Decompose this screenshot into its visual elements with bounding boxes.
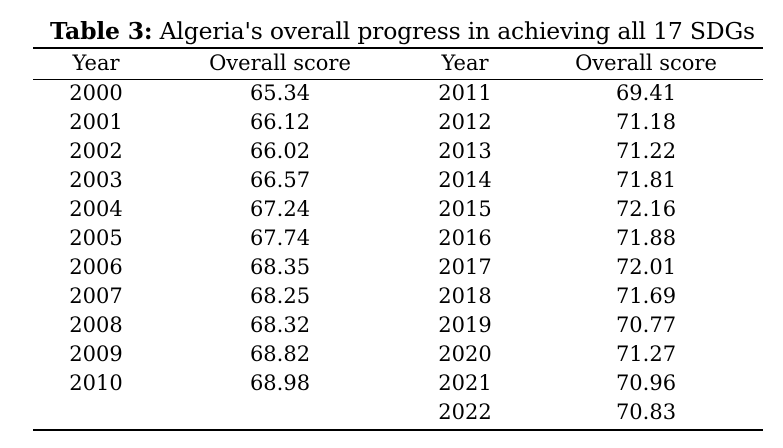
score-right-cell: 71.81 (615, 168, 677, 192)
caption-text: Algeria's overall progress in achieving … (152, 17, 755, 45)
score-left-cell: 68.82 (249, 342, 311, 366)
year-right-cell: 2017 (438, 255, 492, 279)
score-left-cell: 66.02 (249, 139, 311, 163)
table-top-rule (33, 47, 763, 49)
year-right-cell: 2019 (438, 313, 492, 337)
table-row: 2002 66.02 2013 71.22 (33, 137, 763, 166)
year-left-cell: 2006 (69, 255, 123, 279)
score-left-cell: 67.74 (249, 226, 311, 250)
score-left-cell: 68.35 (249, 255, 311, 279)
year-right-cell: 2014 (438, 168, 492, 192)
score-right-cell: 71.18 (615, 110, 677, 134)
table-body: 2000 65.34 2011 69.41 2001 66.12 2012 71.18 2002… (33, 79, 763, 427)
score-right-cell: 72.16 (615, 197, 677, 221)
score-left-cell: 66.12 (249, 110, 311, 134)
score-right-cell: 71.69 (615, 284, 677, 308)
year-left-cell: 2005 (69, 226, 123, 250)
score-left-cell: 66.57 (249, 168, 311, 192)
year-right-cell: 2016 (438, 226, 492, 250)
header-score-left: Overall score (209, 51, 351, 75)
table-row: 2008 68.32 2019 70.77 (33, 311, 763, 340)
table-row: 2000 65.34 2011 69.41 (33, 79, 763, 108)
header-score-right: Overall score (575, 51, 717, 75)
year-left-cell: 2003 (69, 168, 123, 192)
year-right-cell: 2013 (438, 139, 492, 163)
score-left-cell: 68.25 (249, 284, 311, 308)
year-left-cell: 2010 (69, 371, 123, 395)
year-left-cell: 2004 (69, 197, 123, 221)
score-left-cell: 67.24 (249, 197, 311, 221)
table-bottom-rule (33, 429, 763, 431)
year-left-cell: 2007 (69, 284, 123, 308)
year-right-cell: 2012 (438, 110, 492, 134)
table-header-rule (33, 79, 763, 80)
score-right-cell: 70.83 (615, 400, 677, 424)
year-right-cell: 2021 (438, 371, 492, 395)
table-header-row: Year Overall score Year Overall score (33, 48, 763, 79)
year-left-cell: 2002 (69, 139, 123, 163)
table-row: 2010 68.98 2021 70.96 (33, 369, 763, 398)
score-right-cell: 69.41 (615, 81, 677, 105)
year-left-cell: 2000 (69, 81, 123, 105)
table-caption: Table 3: Algeria's overall progress in a… (50, 14, 760, 48)
table-row: 2001 66.12 2012 71.18 (33, 108, 763, 137)
table-row: 2007 68.25 2018 71.69 (33, 282, 763, 311)
caption-label: Table 3: (50, 17, 153, 45)
score-right-cell: 71.22 (615, 139, 677, 163)
score-left-cell: 65.34 (249, 81, 311, 105)
header-year-left: Year (72, 51, 120, 75)
year-right-cell: 2011 (438, 81, 492, 105)
score-right-cell: 71.88 (615, 226, 677, 250)
table-row: 2009 68.82 2020 71.27 (33, 340, 763, 369)
score-left-cell: 68.98 (249, 371, 311, 395)
year-right-cell: 2018 (438, 284, 492, 308)
score-left-cell (159, 398, 401, 427)
year-right-cell: 2015 (438, 197, 492, 221)
score-right-cell: 70.77 (615, 313, 677, 337)
year-right-cell: 2022 (438, 400, 492, 424)
score-right-cell: 72.01 (615, 255, 677, 279)
table-row: 2005 67.74 2016 71.88 (33, 224, 763, 253)
year-left-cell (33, 398, 159, 427)
table-row: 2006 68.35 2017 72.01 (33, 253, 763, 282)
table-row: 2004 67.24 2015 72.16 (33, 195, 763, 224)
year-left-cell: 2009 (69, 342, 123, 366)
score-left-cell: 68.32 (249, 313, 311, 337)
table-row: 2003 66.57 2014 71.81 (33, 166, 763, 195)
sdg-score-table: Year Overall score Year Overall score 20… (33, 48, 763, 427)
score-right-cell: 71.27 (615, 342, 677, 366)
table-row: 2022 70.83 (33, 398, 763, 427)
year-left-cell: 2008 (69, 313, 123, 337)
year-right-cell: 2020 (438, 342, 492, 366)
year-left-cell: 2001 (69, 110, 123, 134)
score-right-cell: 70.96 (615, 371, 677, 395)
header-year-right: Year (441, 51, 489, 75)
